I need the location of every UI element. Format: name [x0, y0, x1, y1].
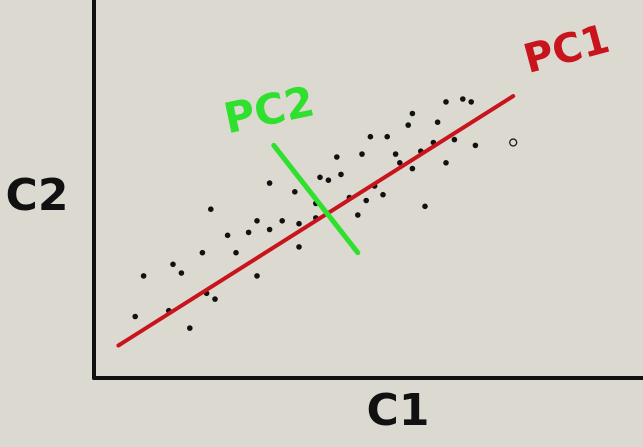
- data-point: [355, 212, 361, 218]
- pc1-line: [116, 94, 516, 348]
- data-point: [292, 189, 298, 195]
- data-points: [132, 96, 518, 331]
- data-point: [254, 218, 260, 224]
- data-point: [224, 232, 231, 239]
- data-point: [367, 133, 374, 140]
- pc2-label: PC2: [219, 76, 318, 143]
- data-point: [266, 226, 273, 233]
- data-point: [170, 261, 176, 268]
- data-point: [405, 122, 412, 128]
- data-point: [245, 229, 252, 236]
- data-point: [397, 160, 403, 166]
- data-point: [380, 191, 386, 198]
- data-point: [233, 249, 239, 256]
- data-point: [132, 313, 138, 320]
- data-point: [422, 203, 428, 210]
- data-point: [363, 197, 370, 204]
- pc2-line: [271, 142, 361, 256]
- outlier-point: [509, 138, 518, 147]
- data-point: [409, 165, 416, 172]
- data-point: [187, 325, 193, 331]
- y-axis-label: C2: [6, 170, 69, 221]
- data-point: [451, 136, 458, 143]
- data-point: [317, 174, 323, 181]
- data-point: [468, 99, 475, 105]
- data-point: [359, 151, 365, 157]
- x-axis-label: C1: [367, 385, 430, 436]
- data-point: [338, 171, 344, 178]
- data-point: [392, 151, 399, 157]
- data-point: [208, 206, 214, 212]
- data-point: [334, 154, 340, 160]
- data-point: [212, 296, 218, 302]
- data-point: [434, 119, 441, 125]
- data-point: [472, 142, 479, 149]
- data-point: [325, 177, 332, 183]
- data-point: [296, 244, 302, 250]
- pc1-label: PC1: [519, 16, 614, 83]
- data-point: [443, 99, 449, 105]
- data-point: [296, 220, 302, 227]
- data-point: [140, 273, 147, 279]
- data-point: [384, 133, 391, 140]
- data-point: [254, 273, 260, 279]
- data-point: [279, 218, 286, 224]
- data-point: [199, 249, 206, 256]
- data-point: [266, 180, 273, 186]
- data-point: [409, 110, 416, 117]
- data-point: [460, 96, 466, 102]
- data-point: [178, 270, 185, 276]
- data-point: [443, 160, 449, 166]
